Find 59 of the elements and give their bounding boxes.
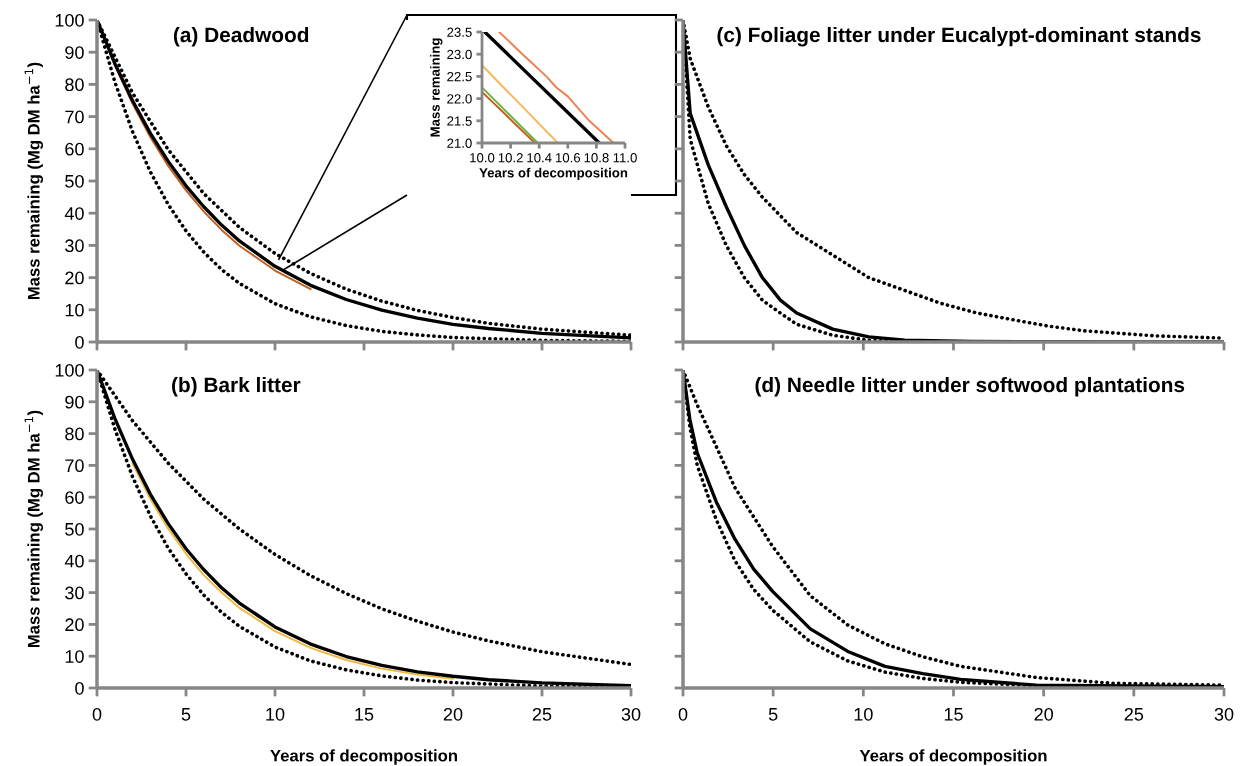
x-tick-label: 11.0 — [613, 153, 637, 163]
x-tick-label: 15 — [944, 708, 963, 721]
y-tick-label: 40 — [64, 207, 84, 220]
y-tick-label: 100 — [55, 13, 84, 27]
y-tick-label: 50 — [65, 174, 84, 188]
chart-title: (c) Foliage litter under Eucalypt-dominant stands — [717, 26, 1201, 47]
x-tick-label: 10 — [854, 707, 873, 721]
y-tick-label: 40 — [64, 554, 84, 568]
chart-title: (b) Bark litter — [172, 376, 301, 397]
line-series — [131, 462, 454, 680]
y-tick-label: 90 — [65, 395, 84, 409]
x-axis-title: Years of decomposition — [479, 167, 628, 181]
y-tick-label: 20 — [65, 618, 84, 632]
x-tick-label: 10.0 — [470, 153, 495, 163]
y-tick-label: 21.5 — [447, 116, 472, 126]
y-tick-label: 22.0 — [447, 94, 472, 104]
chart-title: (d) Needle litter under softwood plantations — [755, 376, 1185, 397]
y-tick-label: 50 — [65, 522, 84, 536]
y-tick-label: 23.5 — [447, 27, 472, 37]
y-tick-label: 70 — [65, 110, 84, 124]
chart-title: (a) Deadwood — [173, 26, 309, 47]
y-axis-title: Mass remaining (Mg DM ha$^{−1}$) — [24, 62, 44, 300]
x-tick-label: 10.4 — [527, 153, 552, 163]
y-tick-label: 70 — [65, 459, 84, 473]
y-tick-label: 60 — [65, 142, 84, 156]
x-tick-label: 25 — [532, 707, 552, 721]
y-tick-label: 10 — [65, 303, 84, 317]
line-series — [498, 32, 615, 143]
x-tick-label: 10.6 — [555, 153, 581, 163]
x-axis-title: Years of decomposition — [859, 749, 1047, 765]
y-tick-label: 22.5 — [447, 71, 472, 82]
x-tick-label: 15 — [355, 708, 374, 721]
y-tick-label: 30 — [65, 586, 84, 600]
x-tick-label: 20 — [1034, 707, 1053, 721]
y-tick-label: 0 — [75, 681, 84, 695]
y-tick-label: 80 — [65, 78, 84, 92]
y-tick-label: 23.0 — [447, 49, 472, 60]
x-tick-label: 10.8 — [584, 153, 609, 163]
y-tick-label: 0 — [75, 335, 84, 349]
x-tick-label: 0 — [678, 707, 688, 721]
y-tick-label: 80 — [65, 427, 84, 441]
y-tick-label: 30 — [65, 239, 84, 253]
y-axis-title: Mass remaining (Mg DM ha$^{−1}$) — [24, 410, 44, 648]
y-axis-title: Mass remaining — [430, 38, 443, 137]
y-tick-label: 100 — [55, 363, 84, 377]
x-tick-label: 30 — [621, 707, 641, 721]
y-tick-label: 60 — [65, 491, 84, 504]
y-tick-label: 21.0 — [447, 138, 472, 148]
x-tick-label: 10.2 — [498, 153, 523, 163]
x-tick-label: 5 — [768, 708, 778, 721]
x-tick-label: 0 — [92, 707, 102, 721]
y-tick-label: 10 — [65, 650, 84, 663]
x-axis-title: Years of decomposition — [270, 749, 457, 765]
x-tick-label: 25 — [1124, 707, 1144, 721]
x-tick-label: 5 — [181, 708, 191, 721]
x-tick-label: 10 — [266, 707, 285, 721]
x-tick-label: 30 — [1214, 707, 1234, 721]
y-tick-label: 90 — [65, 46, 84, 59]
y-tick-label: 20 — [65, 271, 84, 285]
